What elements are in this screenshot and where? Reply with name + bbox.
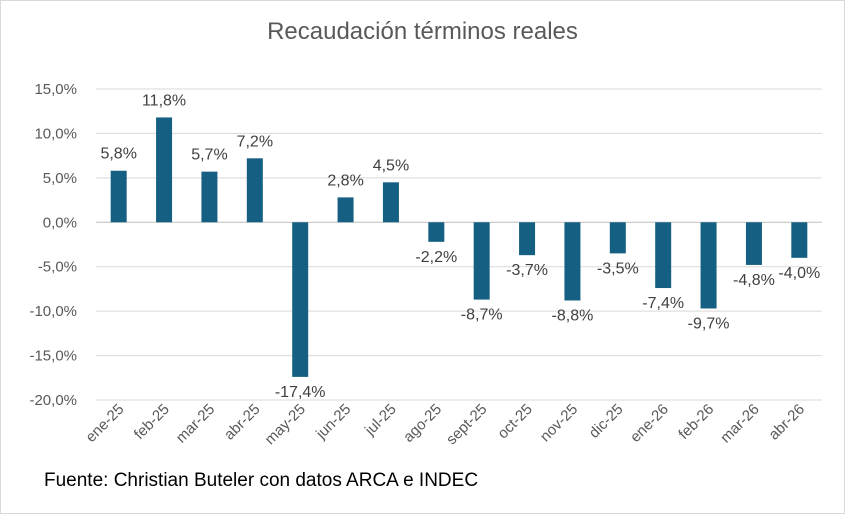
data-label-mar-25: 5,7% — [191, 147, 227, 164]
y-tick-label: 10,0% — [34, 125, 77, 142]
x-tick-label-abr-25: abr-25 — [221, 401, 264, 444]
bar-sept-25 — [473, 222, 490, 300]
y-tick-label: 15,0% — [34, 81, 77, 98]
x-tick-label-jul-25: jul-25 — [361, 401, 400, 440]
chart-title: Recaudación términos reales — [267, 18, 578, 45]
data-label-oct-25: -3,7% — [506, 262, 548, 279]
data-label-ene-26: -7,4% — [642, 295, 684, 312]
x-tick-label-dic-25: dic-25 — [586, 401, 627, 442]
data-label-ene-25: 5,8% — [100, 146, 136, 163]
bar-nov-25 — [564, 222, 581, 301]
data-label-sept-25: -8,7% — [461, 307, 503, 324]
y-tick-label: -15,0% — [29, 348, 77, 365]
y-axis-ticks: 15,0% 10,0% 5,0% 0,0% -5,0% -10,0% -15,0% -20,0… — [29, 81, 77, 409]
data-label-jul-25: 4,5% — [373, 157, 409, 174]
x-tick-label-abr-26: abr-26 — [765, 401, 808, 444]
bar-ene-26 — [655, 222, 672, 289]
y-tick-label: -20,0% — [29, 392, 77, 409]
x-tick-label-mar-25: mar-25 — [173, 401, 219, 447]
bar-abr-26 — [791, 222, 808, 258]
bar-jul-25 — [382, 182, 399, 223]
data-label-jun-25: 2,8% — [327, 172, 363, 189]
data-label-feb-26: -9,7% — [688, 315, 730, 332]
data-label-feb-25: 11,8% — [142, 92, 186, 109]
data-labels: 5,8% 11,8% 5,7% 7,2% -17,4% 2,8% 4,5% -2,2% -8,7… — [100, 92, 820, 400]
x-tick-label-ago-25: ago-25 — [400, 401, 445, 446]
y-tick-label: -10,0% — [29, 303, 77, 320]
data-label-mar-26: -4,8% — [733, 272, 775, 289]
bar-mar-25 — [201, 171, 218, 223]
data-label-abr-26: -4,0% — [778, 265, 820, 282]
data-label-dic-25: -3,5% — [597, 260, 639, 277]
y-tick-label: 0,0% — [43, 214, 77, 231]
data-label-may-25: -17,4% — [275, 384, 326, 401]
x-tick-label-nov-25: nov-25 — [537, 401, 581, 445]
bar-oct-25 — [519, 222, 536, 256]
x-tick-label-feb-25: feb-25 — [131, 401, 173, 443]
data-label-ago-25: -2,2% — [415, 249, 457, 266]
data-label-abr-25: 7,2% — [237, 133, 273, 150]
x-tick-label-may-25: may-25 — [262, 401, 309, 448]
bar-abr-25 — [246, 158, 263, 223]
bars — [110, 117, 808, 377]
bar-dic-25 — [609, 222, 626, 254]
x-tick-label-oct-25: oct-25 — [494, 401, 536, 443]
x-tick-label-feb-26: feb-26 — [675, 401, 717, 443]
bar-may-25 — [292, 222, 309, 377]
bar-mar-26 — [745, 222, 762, 265]
source-footer: Fuente: Christian Buteler con datos ARCA… — [44, 470, 479, 491]
y-tick-label: -5,0% — [38, 259, 77, 276]
x-tick-label-mar-26: mar-26 — [717, 401, 763, 447]
bar-feb-25 — [156, 117, 173, 223]
bar-feb-26 — [700, 222, 717, 309]
data-label-nov-25: -8,8% — [552, 307, 594, 324]
x-tick-label-jun-25: jun-25 — [312, 401, 354, 443]
x-tick-label-ene-25: ene-25 — [82, 401, 127, 446]
x-tick-label-sept-25: sept-25 — [443, 401, 490, 448]
x-tick-label-ene-26: ene-26 — [627, 401, 672, 446]
bar-jun-25 — [337, 197, 354, 223]
bar-ene-25 — [110, 170, 127, 223]
bar-ago-25 — [428, 222, 445, 242]
y-tick-label: 5,0% — [43, 170, 77, 187]
